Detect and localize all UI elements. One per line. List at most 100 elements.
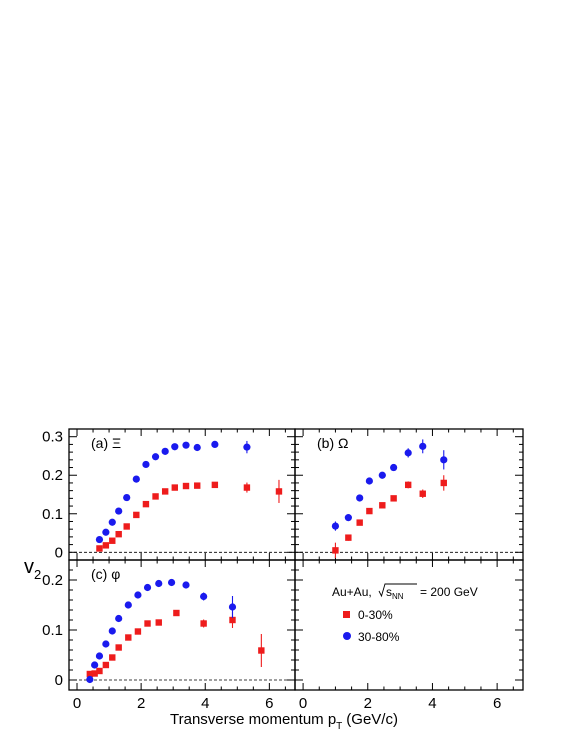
data-point-circle [108,518,116,526]
data-point-square [182,482,190,490]
data-point-circle [228,603,237,611]
legend-header: Au+Au, [332,585,372,599]
data-point-square [96,545,103,552]
legend: Au+Au, sNN = 200 GeV 0-30% 30-80% [332,583,478,644]
data-point-circle [171,443,179,451]
x-axis-title: Transverse momentum pT (GeV/c) [170,711,398,732]
data-point-circle [193,443,201,452]
data-point-circle [91,661,99,669]
data-point-circle [102,528,110,536]
data-point-circle [102,640,110,648]
y-tick-label: 0 [55,672,63,689]
data-point-circle [115,614,123,623]
data-point-square [356,519,363,526]
data-point-circle [440,456,448,464]
legend-marker-peripheral [343,632,351,640]
y-tick-label: 0.1 [42,506,63,523]
data-point-circle [86,675,94,684]
data-point-square [229,616,236,624]
y-tick-label: 0.3 [42,429,63,446]
legend-marker-central [343,611,350,618]
data-point-square [379,502,386,509]
data-point-circle [211,440,219,449]
y-tick-label: 0 [55,544,63,561]
data-point-circle [182,581,190,589]
data-point-circle [151,453,160,461]
data-point-circle [356,494,364,502]
y-tick-label: 0.1 [42,622,63,639]
data-point-circle [161,447,169,455]
data-point-square [200,620,207,627]
panels-group: 0 0.1 0.2 0.3 (a) Ξ (b) Ω 0 2 4 6 0 0.1 0.2 (c) φ 0 2 4 6 [42,428,524,712]
data-point-square [102,661,110,669]
y-tick-label: 0.2 [42,572,63,589]
legend-header-energy: = 200 GeV [420,585,478,599]
data-point-circle [155,579,163,588]
data-point-square [390,495,397,502]
data-point-circle [123,493,131,502]
data-point-circle [331,522,340,530]
data-point-square [142,500,150,508]
data-point-square [115,644,122,651]
legend-header-s: sNN [386,585,404,601]
data-point-circle [134,591,142,599]
data-point-circle [132,475,140,483]
y-tick-label: 0.2 [42,467,63,484]
x-tick-label: 4 [201,695,209,712]
data-point-square [134,628,142,635]
panel-frame [294,559,524,691]
data-point-square [125,634,132,641]
x-tick-label: 2 [137,695,145,712]
x-tick-label: 6 [493,695,501,712]
x-tick-label: 4 [428,695,436,712]
data-point-circle [365,477,373,485]
panel-label: (b) Ω [317,435,348,451]
data-point-circle [344,514,352,522]
panel-label: (c) φ [91,566,120,582]
data-point-circle [243,443,251,451]
x-tick-label: 0 [73,695,81,712]
data-point-square [96,667,103,675]
y-axis-title: v2 [24,556,41,582]
data-point-circle [143,583,152,592]
data-point-circle [182,441,190,449]
data-point-circle [419,442,427,450]
data-point-square [91,670,98,677]
data-point-circle [390,463,398,472]
data-point-square [243,484,251,491]
data-point-square [258,647,265,654]
data-point-circle [108,627,116,635]
data-point-square [366,507,373,515]
data-point-square [211,481,219,489]
data-point-square [152,493,159,500]
sqrt-sign [378,583,417,598]
data-point-square [194,482,201,489]
data-point-circle [95,535,104,544]
data-point-square [332,547,339,554]
data-point-circle [95,652,104,660]
data-point-square [102,542,110,549]
data-point-square [440,479,447,487]
data-point-circle [115,507,123,515]
data-point-square [86,670,94,678]
data-point-circle [142,460,150,469]
data-point-square [144,620,151,627]
data-point-square [345,534,352,541]
data-point-square [115,530,122,538]
data-point-circle [200,592,208,601]
legend-label-peripheral: 30-80% [358,630,400,644]
data-point-square [109,654,116,661]
panel-label: (a) Ξ [91,435,121,451]
data-point-square [109,537,116,544]
x-tick-label: 0 [299,695,307,712]
data-point-square [123,523,130,530]
data-point-circle [404,449,412,457]
x-tick-label: 2 [364,695,372,712]
data-point-square [171,484,178,491]
data-point-circle [378,471,386,479]
legend-label-central: 0-30% [358,608,393,622]
data-point-square [275,488,283,495]
data-point-square [173,609,180,617]
data-point-square [161,488,169,495]
